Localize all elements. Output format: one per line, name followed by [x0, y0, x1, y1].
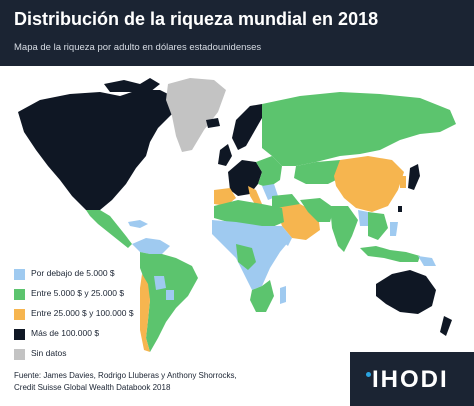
indonesia-region — [360, 246, 420, 262]
western-europe-region — [228, 160, 262, 196]
japan-region — [408, 164, 420, 190]
iceland-region — [206, 118, 220, 128]
page-subtitle: Mapa de la riqueza por adulto en dólares… — [14, 42, 262, 53]
south-america-north-region — [132, 238, 170, 254]
india-region — [330, 206, 358, 252]
source-line-1: Fuente: James Davies, Rodrigo Lluberas y… — [14, 371, 237, 380]
italy-region — [248, 186, 262, 206]
madagascar-region — [280, 286, 286, 304]
mexico-region — [86, 210, 132, 248]
philippines-region — [390, 222, 398, 236]
legend-label-high: Entre 25.000 $ y 100.000 $ — [31, 308, 134, 318]
source-note: Fuente: James Davies, Rodrigo Lluberas y… — [14, 370, 237, 394]
world-wealth-map — [18, 78, 456, 352]
southeast-asia-region — [368, 212, 388, 240]
legend-swatch-nodata — [14, 349, 25, 360]
paraguay-region — [166, 290, 174, 300]
russia-region — [262, 92, 456, 166]
central-africa-region — [236, 244, 256, 270]
taiwan-region — [398, 206, 402, 212]
legend-label-top: Más de 100.000 $ — [31, 328, 100, 338]
kazakhstan-region — [294, 160, 344, 184]
southern-africa-region — [250, 280, 274, 312]
eastern-europe-region — [256, 156, 282, 188]
brand-name: IHODI — [372, 366, 449, 393]
korea-region — [400, 176, 406, 188]
north-america-region — [18, 90, 176, 210]
north-africa-region — [214, 200, 284, 228]
myanmar-region — [358, 210, 368, 226]
caribbean-region — [128, 220, 148, 228]
brand-logo: IHODI — [350, 352, 474, 406]
uk-region — [218, 144, 232, 166]
iberia-region — [214, 188, 236, 206]
iran-region — [300, 198, 334, 222]
bolivia-region — [154, 276, 166, 290]
brand-dot-icon — [366, 372, 371, 377]
page-title: Distribución de la riqueza mundial en 20… — [14, 9, 379, 29]
greenland-region — [166, 78, 226, 152]
header-banner: Distribución de la riqueza mundial en 20… — [0, 0, 474, 66]
legend-label-low: Por debajo de 5.000 $ — [31, 268, 115, 278]
papua-region — [418, 256, 436, 266]
australia-region — [376, 270, 436, 314]
new-zealand-region — [440, 316, 452, 336]
arctic-islands-region — [104, 78, 160, 92]
source-line-2: Credit Suisse Global Wealth Databook 201… — [14, 383, 171, 392]
chile-region — [140, 274, 150, 352]
legend-swatch-top — [14, 329, 25, 340]
legend-label-mid: Entre 5.000 $ y 25.000 $ — [31, 288, 125, 298]
legend-swatch-high — [14, 309, 25, 320]
mongolia-china-region — [334, 156, 404, 212]
scandinavia-region — [232, 104, 262, 150]
legend-swatch-low — [14, 269, 25, 280]
legend-swatch-mid — [14, 289, 25, 300]
legend-label-nodata: Sin datos — [31, 348, 67, 358]
